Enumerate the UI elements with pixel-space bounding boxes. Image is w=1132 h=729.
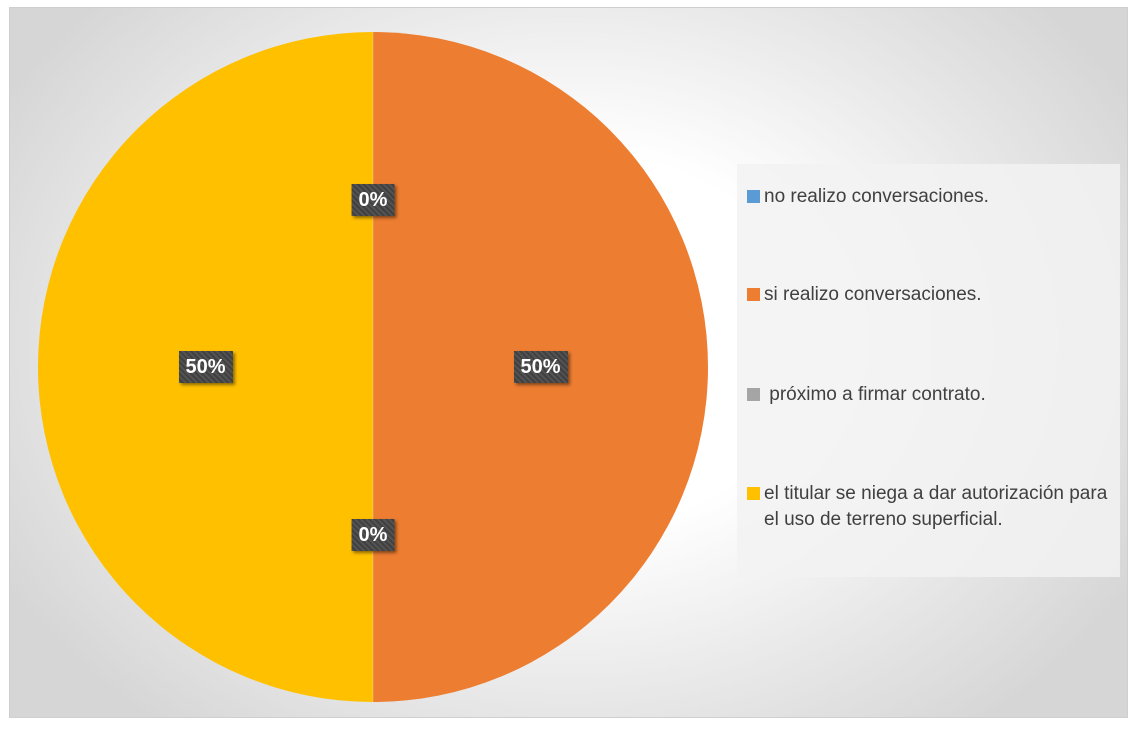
legend-label: próximo a firmar contrato. <box>764 384 986 405</box>
legend-item-no-realizo: no realizo conversaciones. <box>747 184 1119 210</box>
legend-swatch <box>747 190 760 203</box>
legend-item-el-titular: el titular se niega a dar autorización p… <box>747 481 1119 533</box>
data-label-no-realizo: 0% <box>351 183 395 216</box>
legend-swatch <box>747 487 760 500</box>
data-label-el-titular: 50% <box>178 351 233 383</box>
legend-item-si-realizo: si realizo conversaciones. <box>747 282 1119 308</box>
legend-label: no realizo conversaciones. <box>764 186 989 207</box>
chart-area: 0% 50% 0% 50% no realizo conversaciones. si… <box>9 7 1128 718</box>
legend-label: si realizo conversaciones. <box>764 284 982 305</box>
legend-item-proximo: próximo a firmar contrato. <box>747 382 1119 408</box>
data-label-si-realizo: 50% <box>513 351 568 383</box>
legend-swatch <box>747 388 760 401</box>
data-label-proximo: 0% <box>351 518 395 551</box>
legend-swatch <box>747 288 760 301</box>
legend: no realizo conversaciones. si realizo co… <box>737 164 1120 577</box>
legend-label: el titular se niega a dar autorización p… <box>764 483 1113 530</box>
